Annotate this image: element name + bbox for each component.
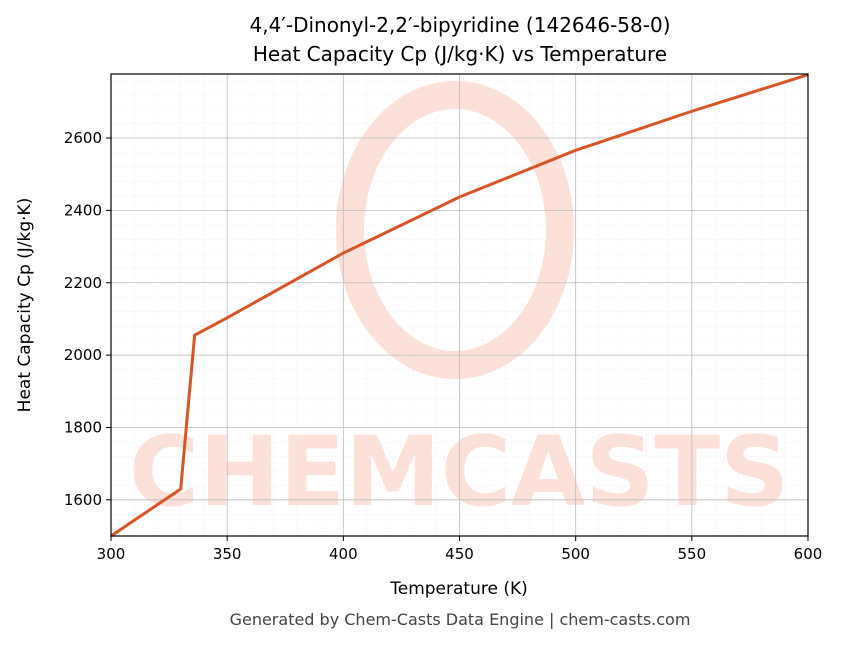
y-tick-label: 2400 — [64, 201, 102, 219]
data-line — [110, 73, 809, 538]
chart-title: 4,4′-Dinonyl-2,2′-bipyridine (142646-58-… — [250, 13, 671, 37]
y-tick-label: 1600 — [64, 491, 102, 509]
x-tick-label: 500 — [561, 545, 590, 563]
y-axis-label: Heat Capacity Cp (J/kg·K) — [15, 198, 35, 413]
y-tick-label: 2200 — [64, 274, 102, 292]
watermark: CHEMCASTS — [129, 416, 789, 528]
chart-subtitle: Heat Capacity Cp (J/kg·K) vs Temperature — [253, 42, 667, 66]
y-tick-label: 2000 — [64, 346, 102, 364]
footer: Generated by Chem-Casts Data Engine | ch… — [230, 610, 691, 629]
watermark-logo — [336, 81, 574, 379]
y-tick-label: 2600 — [64, 129, 102, 147]
x-tick-label: 350 — [213, 545, 242, 563]
x-tick-label: 400 — [329, 545, 358, 563]
x-tick-label: 550 — [678, 545, 707, 563]
plot-frame — [110, 73, 809, 537]
x-tick-label: 450 — [445, 545, 474, 563]
y-tick-label: 1800 — [64, 418, 102, 436]
x-axis-label: Temperature (K) — [389, 579, 528, 599]
x-tick-label: 600 — [794, 545, 823, 563]
x-tick-label: 300 — [97, 545, 126, 563]
